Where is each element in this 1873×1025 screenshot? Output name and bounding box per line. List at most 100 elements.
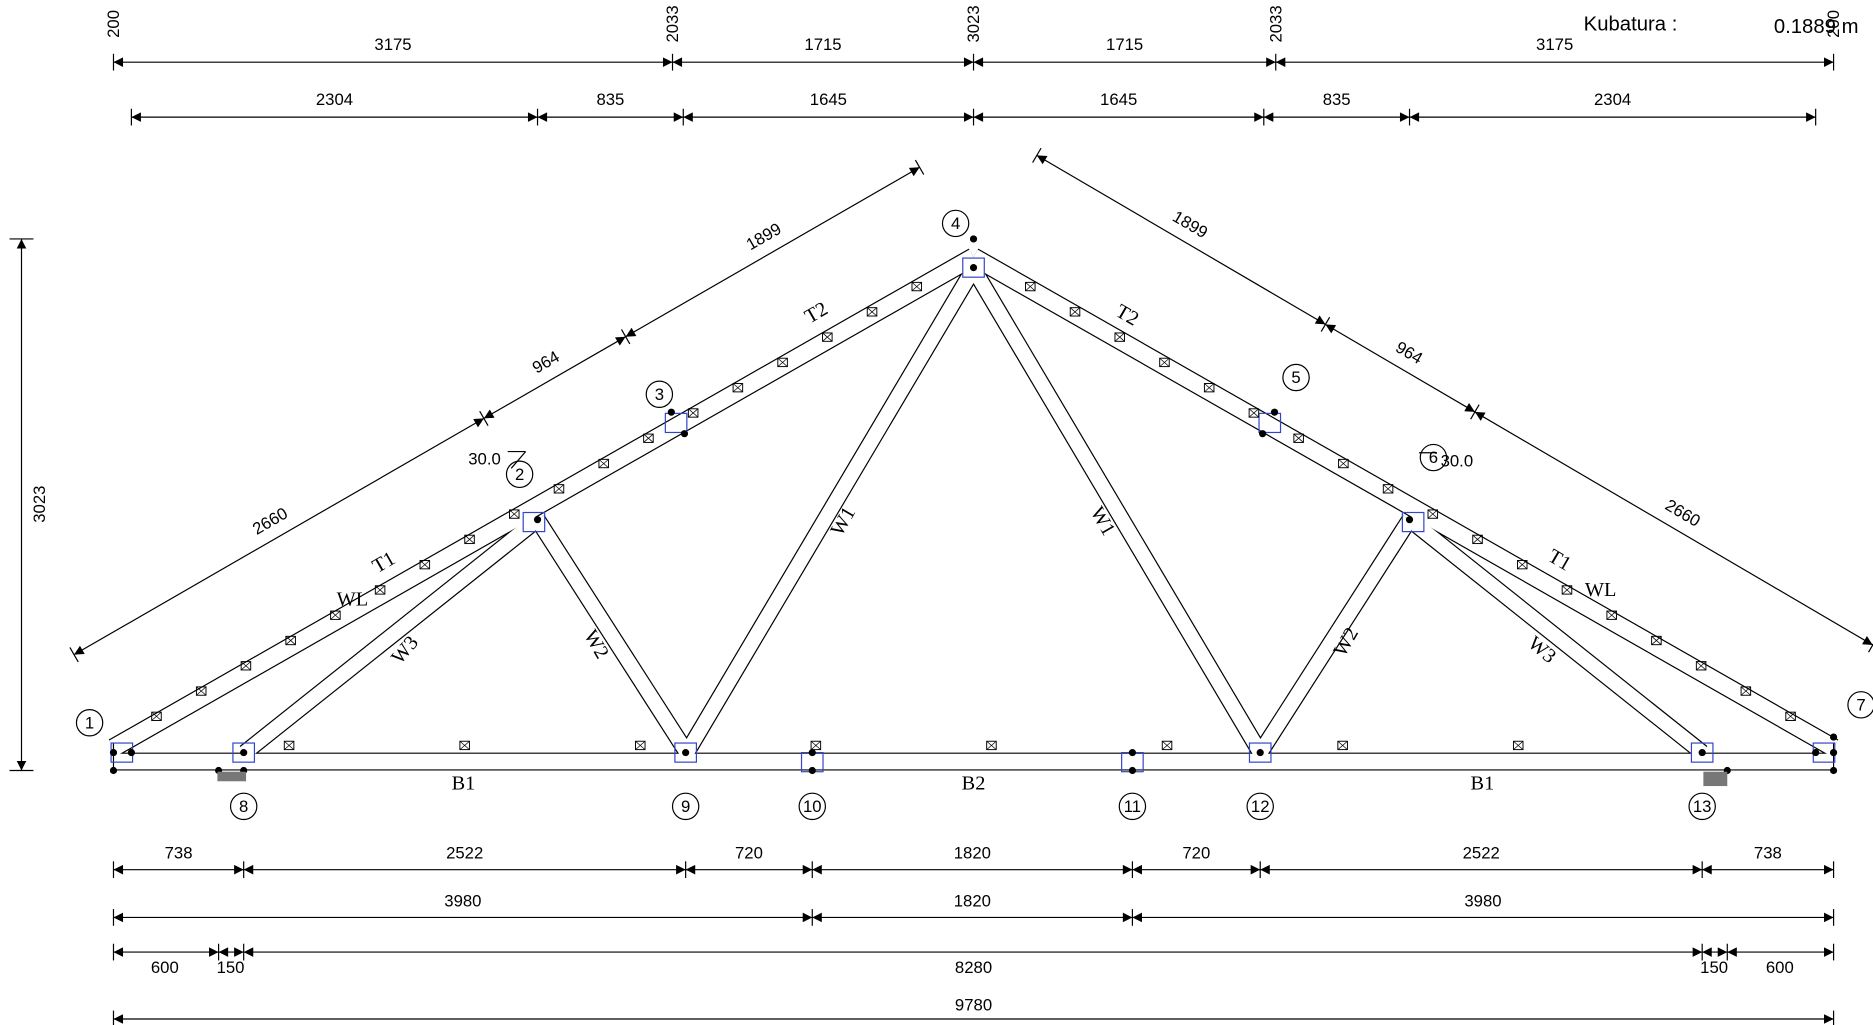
dim-label: 3980 <box>1464 891 1501 910</box>
dim-label: 1820 <box>954 844 991 863</box>
lumber-mark <box>1513 740 1524 750</box>
angle-label: 30.0 <box>1441 452 1474 471</box>
node-circle <box>941 209 970 238</box>
joint-dot <box>127 749 135 757</box>
joint-dot <box>808 749 816 757</box>
dim-label: 738 <box>165 844 193 863</box>
lumber-mark <box>687 408 699 418</box>
node-label: 12 <box>1251 797 1270 816</box>
joint-dot <box>109 749 118 757</box>
node-label: 1 <box>85 713 94 732</box>
joint-dot <box>533 516 542 524</box>
joint-dot <box>1259 430 1267 438</box>
lumber-mark <box>777 357 788 367</box>
lumber-mark <box>1337 740 1348 750</box>
lumber-mark <box>1338 458 1349 469</box>
dim-label: 1645 <box>1100 90 1137 109</box>
member-label: B2 <box>962 773 986 795</box>
lumber-mark <box>509 509 520 519</box>
node-label: 5 <box>1291 368 1300 387</box>
lumber-mark <box>1740 686 1751 696</box>
lumber-mark <box>635 740 646 751</box>
dim-label: 720 <box>1182 844 1210 863</box>
lumber-mark <box>1025 281 1036 292</box>
dim-label: 1820 <box>954 891 991 910</box>
lumber-mark <box>635 740 646 750</box>
node-circle <box>75 708 104 737</box>
joint-dot <box>1128 749 1136 757</box>
lumber-mark <box>1696 661 1707 671</box>
lumber-mark <box>240 661 252 671</box>
dim-label: 835 <box>596 90 624 109</box>
member-label: B1 <box>452 773 476 795</box>
lumber-mark <box>1248 408 1260 418</box>
support <box>217 771 247 782</box>
dim-label: 1645 <box>810 90 847 109</box>
plate <box>674 742 697 763</box>
node-label: 8 <box>239 797 248 816</box>
lumber-mark <box>986 740 997 750</box>
dim-label: 2033 <box>1266 5 1285 42</box>
joint-dot <box>1829 766 1838 775</box>
angle-label: 30.0 <box>468 449 501 468</box>
member-fill <box>969 249 1838 756</box>
plate <box>962 257 985 278</box>
dim-label: 738 <box>1754 844 1782 863</box>
member-label: WL <box>337 589 369 611</box>
joint-dot <box>1256 749 1264 757</box>
dim-label: 964 <box>1392 338 1426 368</box>
dim-label: 200 <box>1824 10 1843 38</box>
lumber-mark <box>598 458 609 469</box>
dim-label: 835 <box>1323 90 1351 109</box>
dim-label: 150 <box>1700 958 1728 977</box>
lumber-mark <box>1161 740 1173 751</box>
node-circle <box>1847 691 1873 719</box>
dim-label: 2522 <box>446 844 483 863</box>
lumber-mark <box>1159 357 1170 368</box>
lumber-mark <box>1740 686 1752 696</box>
lumber-mark <box>283 740 295 751</box>
dim-label: 3175 <box>1536 35 1573 54</box>
node-label: 4 <box>951 214 960 233</box>
support <box>1703 771 1728 787</box>
lumber-mark <box>1114 332 1125 342</box>
dim-line <box>73 417 485 656</box>
node-label: 10 <box>803 797 822 816</box>
member-label: T1 <box>369 548 400 578</box>
joint-dot <box>667 408 675 416</box>
lumber-mark <box>1383 484 1394 494</box>
dim-line <box>1036 154 1326 325</box>
dim-label: 3023 <box>30 486 49 523</box>
lumber-mark <box>1695 661 1707 671</box>
joint-dot <box>109 766 118 775</box>
lumber-mark <box>284 740 295 750</box>
node-label: 13 <box>1693 797 1712 816</box>
dim-label: 3023 <box>964 5 983 42</box>
dim-label: 964 <box>529 347 563 377</box>
joint-dot <box>1812 749 1820 757</box>
node-label: 2 <box>515 465 524 484</box>
dim-line <box>483 336 626 419</box>
lumber-mark <box>810 740 822 751</box>
lumber-mark <box>810 740 821 750</box>
joint-dot <box>1405 516 1414 524</box>
lumber-mark <box>151 711 162 721</box>
lumber-mark <box>1337 740 1348 751</box>
node-label: 11 <box>1124 797 1141 816</box>
angle-symbol <box>510 451 527 469</box>
lumber-mark <box>1248 408 1259 418</box>
joint-dot <box>240 749 248 757</box>
lumber-mark <box>986 740 997 751</box>
node-circle <box>1282 363 1310 392</box>
joint-dot <box>1829 733 1838 741</box>
lumber-mark <box>195 686 207 696</box>
node-circle <box>505 460 534 489</box>
node-label: 9 <box>681 797 690 816</box>
dim-label: 600 <box>1766 958 1794 977</box>
joint-dot <box>969 264 978 272</box>
lumber-mark <box>553 484 564 494</box>
dim-label: 2522 <box>1463 844 1500 863</box>
member-label: T2 <box>801 298 832 328</box>
lumber-mark <box>1159 357 1170 367</box>
